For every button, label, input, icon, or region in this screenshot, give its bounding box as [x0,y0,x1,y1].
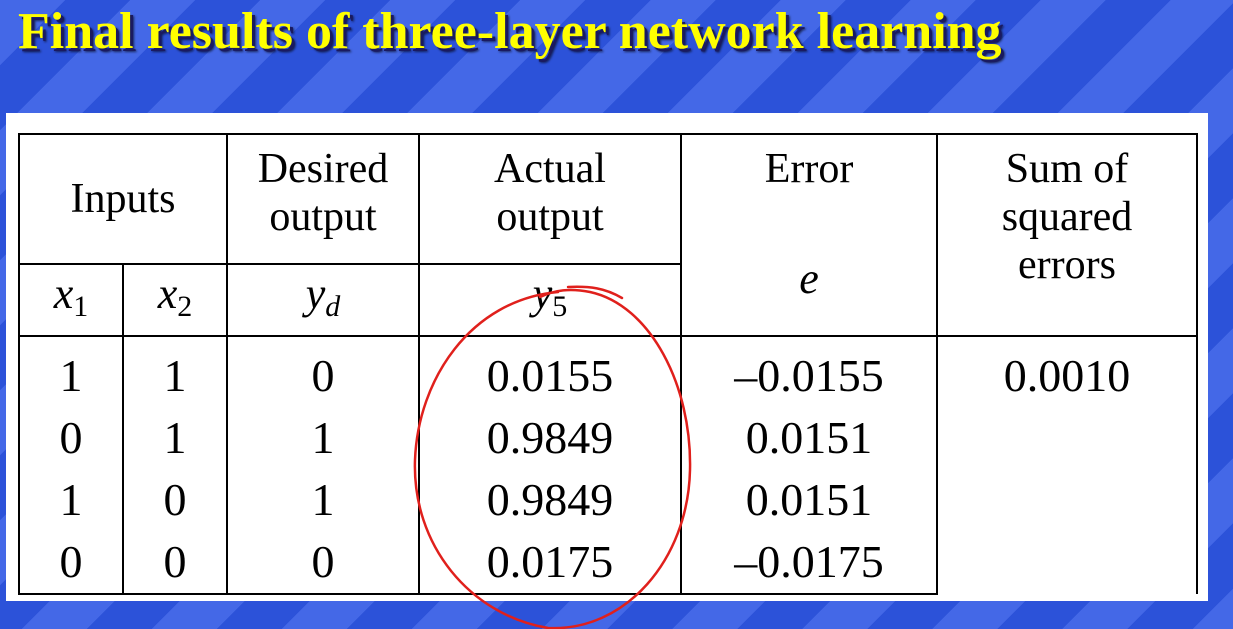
results-table: Inputs Desired output Actual output Erro… [18,133,1198,595]
x2-symbol: x2 [122,263,228,337]
error-cell: 0.0151 [680,469,938,531]
actual-output-header-line1: Actual [494,146,606,192]
actual-output-cell: 0.0175 [418,531,682,595]
sse-header-line2: squared [1001,194,1133,240]
actual-output-cell: 0.9849 [418,407,682,469]
x2-cell: 0 [122,469,228,531]
x2-cell: 1 [122,335,228,407]
actual-output-header: Actual output [418,133,682,265]
x1-cell: 1 [18,469,124,531]
desired-output-cell: 1 [226,407,420,469]
x1-symbol: x1 [18,263,124,337]
x1-cell: 1 [18,335,124,407]
table-row: 1 1 0 0.0155 –0.0155 0.0010 [18,335,1198,594]
sse-header-line3: errors [1018,242,1116,288]
error-cell: –0.0175 [680,531,938,595]
error-cell: 0.0151 [680,407,938,469]
sse-header: Sum of squared errors [936,133,1198,337]
desired-output-cell: 1 [226,469,420,531]
sse-header-line1: Sum of [1005,146,1129,192]
x1-cell: 0 [18,531,124,595]
desired-output-header: Desired output [226,133,420,265]
desired-output-cell: 0 [226,335,420,407]
slide-title: Final results of three-layer network lea… [18,3,1002,60]
desired-output-header-line2: output [269,194,377,240]
desired-output-header-line1: Desired [257,146,389,192]
table-panel: Inputs Desired output Actual output Erro… [6,113,1208,601]
error-header-label: Error [764,146,854,192]
actual-output-cell: 0.0155 [418,335,682,407]
error-symbol: e [799,254,819,303]
inputs-header: Inputs [18,133,228,265]
x2-cell: 0 [122,531,228,595]
inputs-header-label: Inputs [70,176,176,222]
actual-output-header-line2: output [496,194,604,240]
y5-symbol: y5 [418,263,682,337]
error-header: Error e [680,133,938,337]
yd-symbol: yd [226,263,420,337]
error-cell: –0.0155 [680,335,938,407]
desired-output-cell: 0 [226,531,420,595]
actual-output-cell: 0.9849 [418,469,682,531]
sse-cell: 0.0010 [936,335,1198,594]
x1-cell: 0 [18,407,124,469]
x2-cell: 1 [122,407,228,469]
